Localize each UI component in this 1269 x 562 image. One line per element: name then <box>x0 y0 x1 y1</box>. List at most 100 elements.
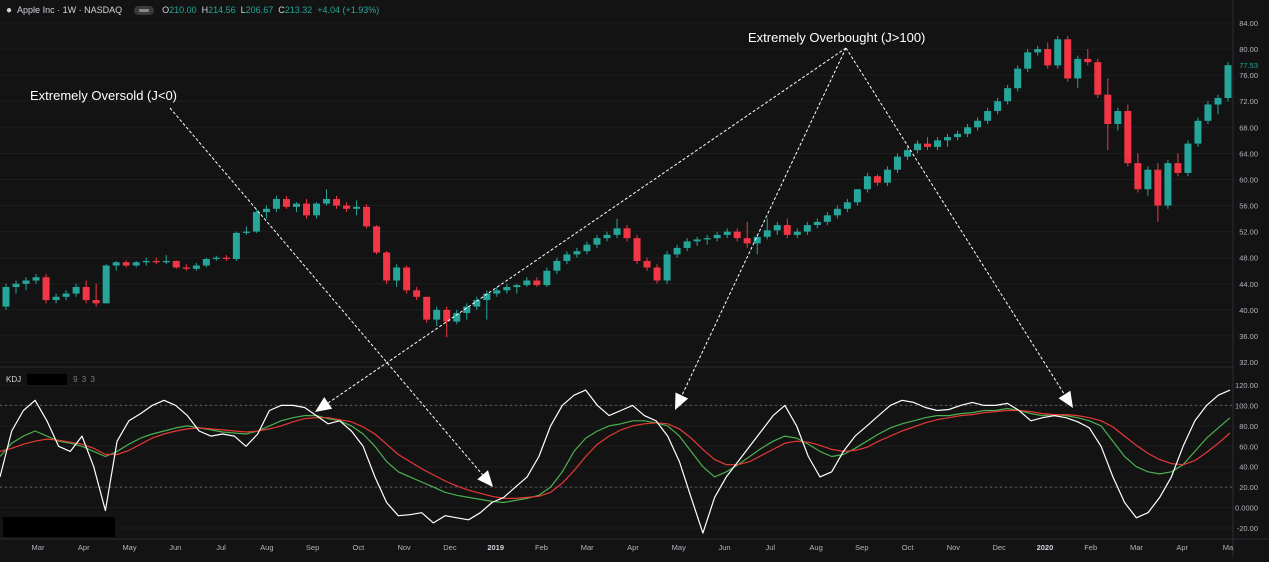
apple-logo-icon: ● <box>6 4 13 16</box>
time-tick-label: Apr <box>1176 543 1188 552</box>
candle-body <box>493 290 501 294</box>
candle-body <box>803 225 811 232</box>
candle-body <box>1194 120 1202 144</box>
time-tick-label: Apr <box>78 543 90 552</box>
price-tick-label: 60.00 <box>1239 175 1258 184</box>
kdj-tick-label: 0.0000 <box>1235 504 1258 513</box>
time-tick-label: Jun <box>169 543 181 552</box>
candle-body <box>573 251 581 255</box>
last-price-badge <box>1235 59 1262 71</box>
candle-body <box>1044 49 1052 66</box>
candle-body <box>383 252 391 281</box>
candle-body <box>613 228 621 235</box>
time-tick-label: Aug <box>260 543 273 552</box>
candle-body <box>1124 111 1132 164</box>
candle-body <box>1174 163 1182 173</box>
candle-body <box>863 176 871 190</box>
annotation-arrowhead-icon <box>315 397 333 412</box>
time-tick-label: Aug <box>809 543 822 552</box>
candle-body <box>132 262 140 266</box>
candle-body <box>673 247 681 255</box>
time-tick-label: Jul <box>766 543 776 552</box>
candle-body <box>934 140 942 147</box>
overbought-annotation: Extremely Overbought (J>100) <box>748 30 925 45</box>
candle-body <box>813 221 821 226</box>
annotation-arrow-line <box>845 47 1065 395</box>
candle-body <box>403 267 411 291</box>
time-tick-label: Mar <box>1130 543 1143 552</box>
time-tick-label: Dec <box>443 543 457 552</box>
annotation-arrow-line <box>169 107 484 476</box>
annotation-arrow-line <box>681 47 847 396</box>
kdj-tick-label: 100.00 <box>1235 401 1258 410</box>
candle-body <box>262 208 270 213</box>
candle-body <box>994 101 1002 112</box>
candle-body <box>252 212 260 232</box>
price-tick-label: 52.00 <box>1239 228 1258 237</box>
candle-body <box>52 296 60 301</box>
time-tick-label: Feb <box>535 543 548 552</box>
price-tick-label: 40.00 <box>1239 306 1258 315</box>
candle-body <box>393 267 401 281</box>
candle-body <box>964 127 972 134</box>
candle-body <box>563 254 571 261</box>
candle-body <box>2 287 10 307</box>
time-tick-label: Dec <box>992 543 1006 552</box>
candle-body <box>463 306 471 314</box>
high-value: 214.56 <box>208 5 236 15</box>
candle-body <box>753 236 761 244</box>
candle-body <box>232 232 240 259</box>
symbol-header[interactable]: ● Apple Inc · 1W · NASDAQ O210.00 H214.5… <box>6 3 379 17</box>
kdj-tick-label: -20.00 <box>1237 524 1258 533</box>
candle-body <box>32 277 40 281</box>
time-tick-label: Nov <box>397 543 411 552</box>
candle-body <box>473 300 481 307</box>
candle-body <box>663 254 671 281</box>
candle-body <box>1134 163 1142 190</box>
candle-body <box>1054 39 1062 66</box>
candle-body <box>593 238 601 245</box>
time-tick-label: Jul <box>216 543 226 552</box>
time-tick-label: Oct <box>902 543 915 552</box>
candle-body <box>142 260 150 263</box>
price-tick-label: 80.00 <box>1239 45 1258 54</box>
candle-body <box>1164 163 1172 206</box>
candle-body <box>543 270 551 286</box>
candle-body <box>703 238 711 240</box>
kdj-line-j <box>0 389 1231 534</box>
candlestick-series <box>2 36 1232 338</box>
kdj-legend[interactable]: KDJ 9 3 3 <box>6 374 96 385</box>
candle-body <box>112 262 120 266</box>
open-value: 210.00 <box>169 5 197 15</box>
candle-body <box>944 137 952 141</box>
candle-body <box>623 228 631 239</box>
candle-body <box>102 265 110 304</box>
candle-body <box>1214 97 1222 105</box>
candle-body <box>413 290 421 297</box>
time-tick-label: Oct <box>353 543 366 552</box>
time-tick-label: Feb <box>1084 543 1097 552</box>
candle-body <box>1094 62 1102 95</box>
grid-lines <box>0 22 1233 529</box>
kdj-title: KDJ <box>6 375 22 384</box>
kdj-tick-label: 120.00 <box>1235 381 1258 390</box>
candle-body <box>272 199 280 209</box>
candle-body <box>903 150 911 157</box>
candle-body <box>433 309 441 320</box>
kdj-tick-label: 60.00 <box>1239 442 1258 451</box>
candle-body <box>72 287 80 294</box>
time-tick-label: Apr <box>627 543 639 552</box>
candle-body <box>192 265 200 269</box>
visibility-toggle-icon[interactable] <box>134 5 155 15</box>
symbol-title: Apple Inc · 1W · NASDAQ <box>17 5 123 15</box>
candle-body <box>152 260 160 263</box>
candle-body <box>1024 52 1032 69</box>
ohlc-values: O210.00 H214.56 L206.67 C213.32 +4.04 (+… <box>162 5 380 15</box>
candle-body <box>292 203 300 207</box>
candle-body <box>913 143 921 151</box>
candle-body <box>643 260 651 268</box>
price-tick-label: 72.00 <box>1239 97 1258 106</box>
candle-body <box>743 238 751 244</box>
